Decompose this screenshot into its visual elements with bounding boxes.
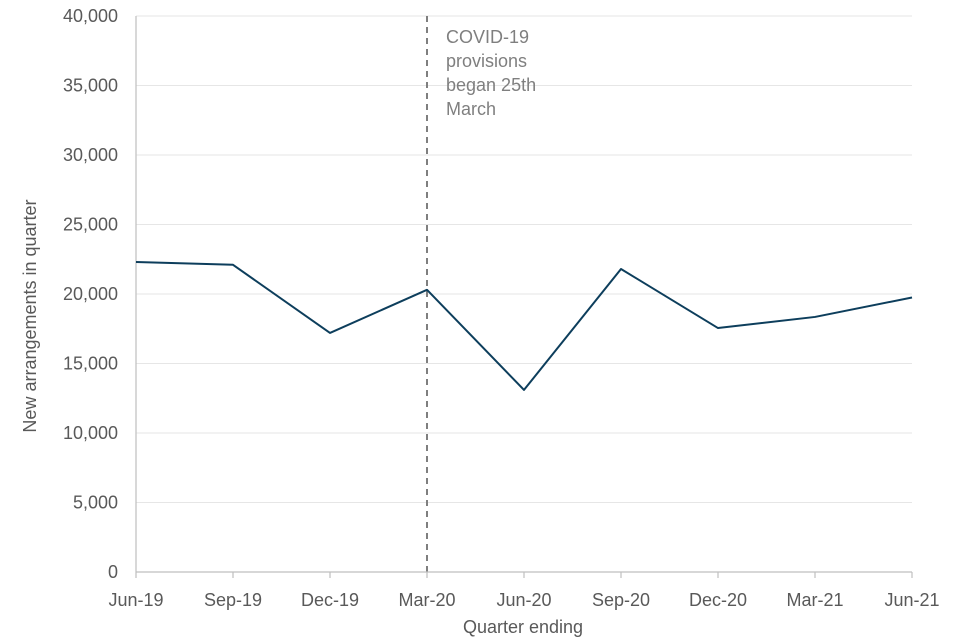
covid-annotation-line: March [446,99,496,119]
covid-annotation-line: began 25th [446,75,536,95]
covid-annotation-text: COVID-19 provisions began 25th March [446,27,536,119]
y-tick-label: 35,000 [63,76,118,96]
x-tick-label: Mar-20 [398,590,455,610]
x-axis-title: Quarter ending [463,617,583,637]
x-tick-label: Sep-20 [592,590,650,610]
x-tick-labels: Jun-19 Sep-19 Dec-19 Mar-20 Jun-20 Sep-20 Dec-… [108,590,939,610]
x-tick-label: Jun-21 [884,590,939,610]
covid-annotation: COVID-19 provisions began 25th March [426,16,536,572]
axes [135,16,913,578]
y-axis-title: New arrangements in quarter [20,199,40,432]
y-tick-label: 10,000 [63,423,118,443]
new-arrangements-line [135,261,913,391]
y-tick-label: 0 [108,562,118,582]
y-tick-label: 25,000 [63,215,118,235]
covid-annotation-line: COVID-19 [446,27,529,47]
x-tick-label: Mar-21 [786,590,843,610]
covid-annotation-line: provisions [446,51,527,71]
y-tick-label: 40,000 [63,6,118,26]
gridlines [136,15,912,503]
x-tick-label: Sep-19 [204,590,262,610]
y-tick-label: 5,000 [73,493,118,513]
series-layer [135,261,913,391]
x-tick-label: Jun-19 [108,590,163,610]
y-tick-labels: 0 5,000 10,000 15,000 20,000 25,000 30,000 35,0… [63,6,118,582]
y-tick-label: 20,000 [63,284,118,304]
y-tick-label: 15,000 [63,354,118,374]
x-tick-label: Jun-20 [496,590,551,610]
x-tick-label: Dec-20 [689,590,747,610]
x-tick-label: Dec-19 [301,590,359,610]
y-tick-label: 30,000 [63,145,118,165]
